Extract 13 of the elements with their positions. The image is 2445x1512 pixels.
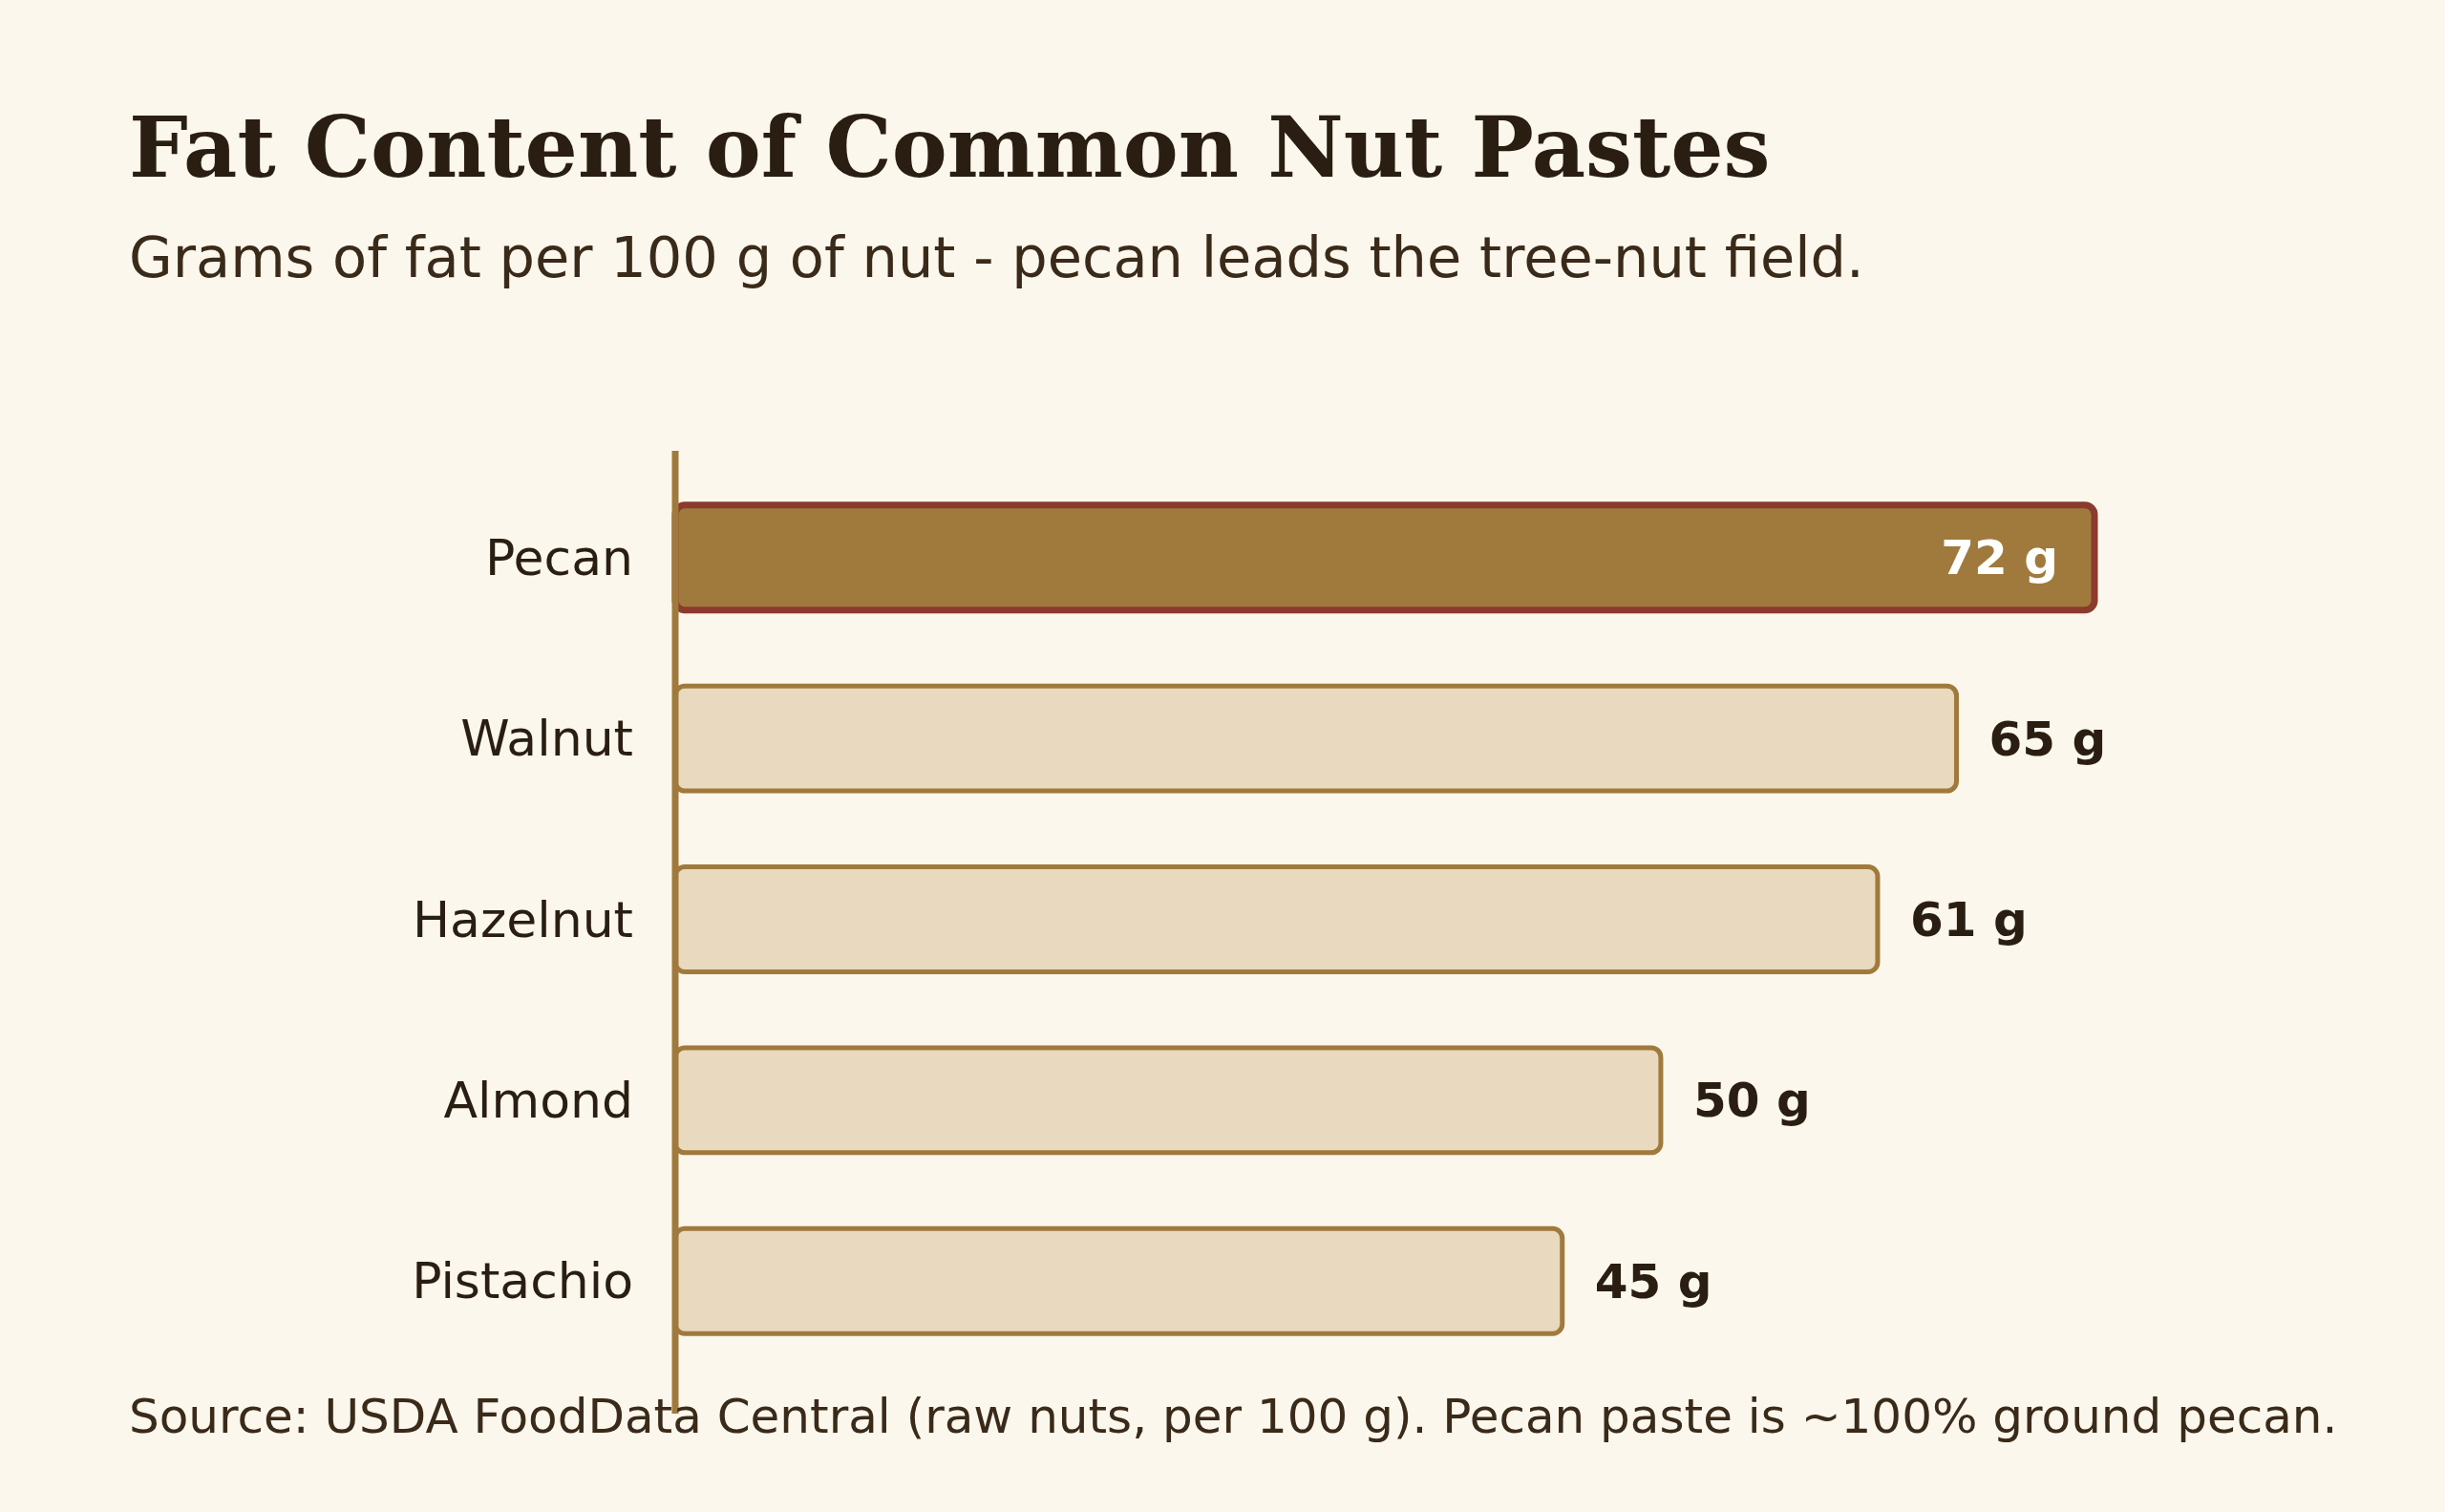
y-tick-label: Pistachio [412, 1252, 633, 1310]
annotation: Source: USDA FoodData Central (raw nuts, per 100 g). Pecan paste is ~100% ground pecan. [129, 1389, 2338, 1444]
y-tick-label: Hazelnut [412, 890, 633, 948]
data-label: 50 g [1692, 1073, 1811, 1129]
chart-title: Fat Content of Common Nut Pastes [129, 98, 1771, 197]
y-tick-label: Pecan [485, 528, 633, 586]
data-label: 65 g [1988, 711, 2107, 767]
data-label: 61 g [1909, 892, 2028, 948]
chart-subtitle: Grams of fat per 100 g of nut - pecan leads the tree-nut field. [129, 224, 1864, 290]
data-label: 45 g [1594, 1253, 1712, 1310]
data-label: 72 g [1941, 530, 2058, 586]
y-tick-label: Almond [443, 1072, 633, 1130]
y-tick-label: Walnut [460, 710, 633, 768]
